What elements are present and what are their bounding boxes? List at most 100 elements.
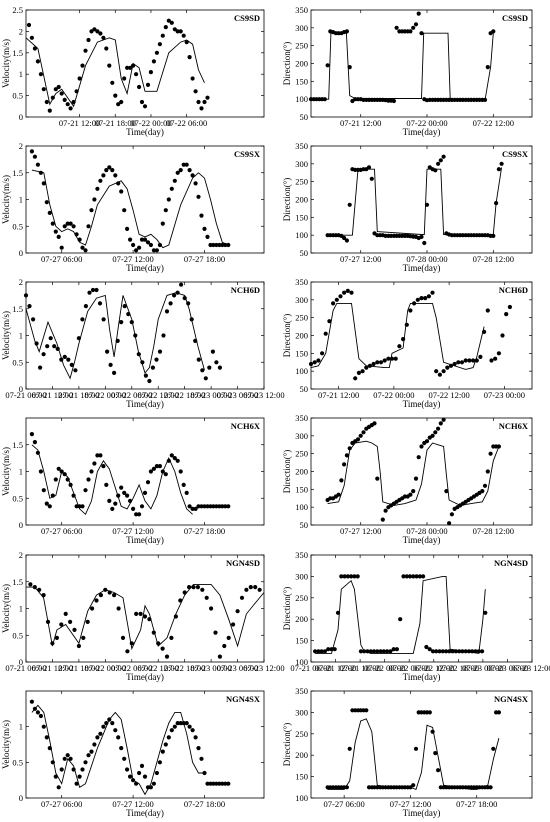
observed-point	[440, 649, 445, 654]
observed-point	[179, 282, 184, 287]
station-label: NGN4SD	[226, 558, 260, 568]
observed-point	[74, 504, 79, 509]
observed-point	[386, 356, 391, 361]
observed-point	[421, 574, 426, 579]
observed-point	[148, 242, 153, 248]
observed-point	[38, 713, 44, 719]
observed-point	[334, 297, 339, 302]
observed-point	[55, 346, 60, 351]
y-tick-label: 150	[295, 76, 308, 86]
observed-point	[217, 781, 222, 786]
observed-point	[172, 724, 177, 729]
x-tick-label: 07-21 06:00	[290, 663, 331, 673]
observed-point	[394, 25, 399, 30]
model-series-line	[327, 718, 500, 790]
observed-point	[62, 472, 67, 477]
observed-point	[193, 181, 198, 186]
observed-point	[80, 767, 85, 772]
observed-point	[488, 451, 493, 456]
observed-point	[414, 574, 419, 579]
observed-point	[98, 31, 103, 36]
y-tick-label: 250	[295, 593, 308, 603]
observed-point	[213, 630, 218, 635]
observed-point	[107, 717, 112, 722]
observed-point	[415, 297, 420, 302]
observed-point	[208, 781, 213, 786]
observed-point	[208, 504, 213, 509]
y-tick-label: 100	[295, 94, 308, 104]
observed-point	[430, 649, 436, 654]
observed-point	[163, 742, 168, 747]
y-tick-label: 200	[295, 614, 308, 624]
observed-point	[175, 290, 180, 295]
y-tick-label: 300	[295, 571, 308, 581]
x-axis-label: Time(day)	[403, 263, 441, 273]
observed-point	[47, 746, 52, 751]
observed-point	[407, 574, 413, 579]
observed-point	[173, 614, 178, 619]
observed-point	[32, 46, 38, 51]
y-tick-label: 150	[295, 212, 308, 222]
observed-point	[147, 378, 152, 384]
observed-point	[59, 245, 64, 250]
observed-point	[157, 42, 162, 47]
observed-point	[71, 493, 76, 498]
observed-point	[380, 517, 385, 522]
y-tick-label: 0	[19, 793, 23, 803]
observed-point	[68, 221, 73, 226]
observed-point	[382, 358, 387, 363]
observed-point	[169, 453, 174, 458]
observed-point	[104, 721, 109, 726]
observed-point	[491, 233, 496, 238]
observed-point	[110, 168, 115, 173]
observed-point	[419, 444, 424, 449]
observed-point	[214, 360, 219, 365]
x-axis-label: Time(day)	[126, 808, 164, 818]
observed-point	[344, 238, 349, 243]
y-tick-label: 100	[295, 793, 308, 803]
observed-point	[416, 11, 421, 16]
y-tick-label: 0.5	[12, 630, 23, 640]
observed-point	[113, 173, 118, 178]
observed-point	[35, 162, 41, 167]
observed-point	[131, 778, 136, 783]
observed-point	[257, 587, 262, 592]
y-tick-label: 200	[295, 59, 308, 69]
observed-point	[444, 489, 449, 494]
observed-point	[59, 622, 64, 627]
x-tick-label: 07-22 00:00	[85, 390, 126, 400]
cs9sx-velocity-panel: 0 0.5 1 1.5 2 07-27 06:00 07-27 12:00 07-27 18:…	[1, 141, 265, 273]
observed-point	[83, 248, 88, 253]
observed-point	[441, 369, 446, 374]
observed-point	[160, 469, 165, 474]
observed-point	[169, 635, 174, 641]
observed-point	[172, 293, 177, 298]
y-axis-label: Direction(°)	[282, 178, 292, 222]
x-tick-label: 07-27 06:00	[41, 254, 82, 264]
observed-point	[419, 31, 424, 36]
y-tick-label: 100	[295, 230, 308, 240]
observed-point	[80, 245, 85, 250]
y-tick-label: 1	[19, 331, 23, 341]
observed-point	[59, 469, 64, 474]
observed-point	[175, 458, 180, 463]
y-tick-label: 350	[295, 686, 308, 696]
observed-point	[184, 40, 189, 45]
y-tick-label: 0.5	[12, 91, 23, 101]
observed-point	[66, 357, 71, 362]
x-tick-label: 07-22 12:00	[138, 390, 179, 400]
observed-point	[116, 493, 121, 498]
x-tick-label: 07-22 18:00	[164, 663, 205, 673]
observed-point	[394, 647, 399, 652]
observed-point	[210, 349, 215, 354]
observed-point	[205, 234, 210, 239]
observed-point	[115, 338, 120, 343]
observed-point	[83, 304, 88, 309]
observed-point	[411, 783, 416, 788]
observed-point	[184, 490, 189, 495]
observed-point	[375, 476, 380, 481]
observed-point	[134, 781, 139, 786]
observed-point	[367, 363, 372, 368]
observed-point	[143, 373, 148, 378]
observed-point	[433, 430, 438, 435]
